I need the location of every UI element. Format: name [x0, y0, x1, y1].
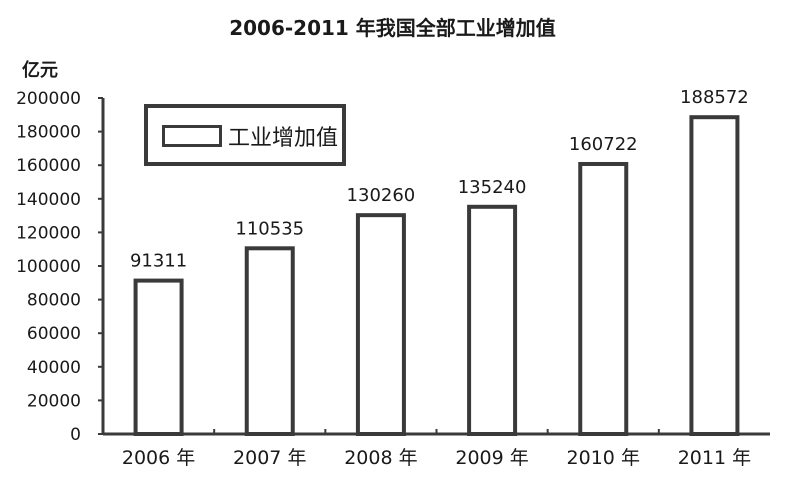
x-tick-label: 2006 年	[122, 447, 195, 469]
bar	[133, 278, 184, 437]
data-label: 188572	[680, 87, 749, 108]
data-label: 91311	[130, 251, 187, 272]
data-label: 135240	[458, 177, 527, 198]
y-tick-label: 200000	[16, 89, 81, 109]
bar	[578, 161, 629, 437]
bar	[689, 115, 740, 437]
legend-label: 工业增加值	[228, 126, 339, 151]
bar	[355, 213, 406, 436]
y-tick-label: 60000	[27, 324, 81, 344]
x-tick-label: 2009 年	[455, 447, 528, 469]
x-tick-label: 2008 年	[344, 447, 417, 469]
legend: 工业增加值	[144, 104, 346, 166]
bar	[467, 204, 518, 436]
y-tick-label: 40000	[27, 358, 81, 378]
y-tick-label: 20000	[27, 391, 81, 411]
y-tick-label: 0	[70, 425, 81, 445]
y-tick-label: 180000	[16, 123, 81, 143]
data-label: 130260	[347, 185, 416, 206]
y-tick-label: 80000	[27, 291, 81, 311]
y-axis: 0 20000 40000 60000 80000 100000 120000 140000 1…	[16, 89, 105, 445]
bar	[244, 246, 295, 436]
x-tick-label: 2010 年	[567, 447, 640, 469]
data-label: 160722	[569, 134, 638, 155]
y-tick-label: 120000	[16, 223, 81, 243]
x-axis: 2006 年 2007 年 2008 年 2009 年 2010 年 2011 年	[103, 429, 770, 469]
x-tick-label: 2007 年	[233, 447, 306, 469]
x-tick-label: 2011 年	[678, 447, 751, 469]
y-axis-unit: 亿元	[22, 60, 58, 81]
data-label: 110535	[235, 218, 304, 239]
chart-title: 2006-2011 年我国全部工业增加值	[229, 16, 556, 40]
y-tick-label: 140000	[16, 190, 81, 210]
y-tick-label: 100000	[16, 257, 81, 277]
legend-swatch	[162, 125, 222, 147]
y-tick-label: 160000	[16, 156, 81, 176]
